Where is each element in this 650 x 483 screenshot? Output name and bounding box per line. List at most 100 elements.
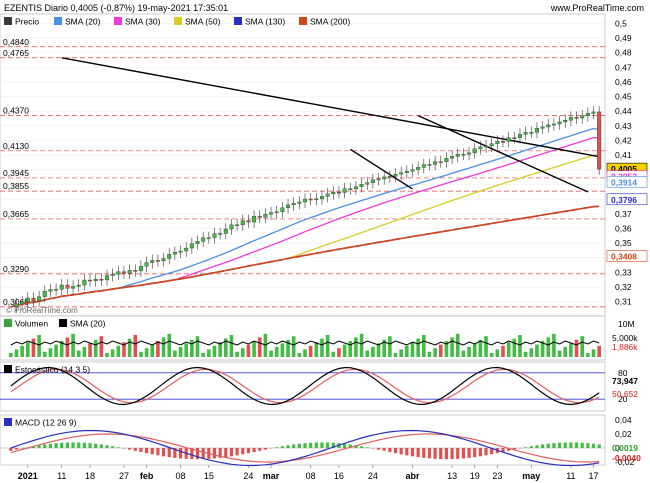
x-tick-label: 16 — [334, 471, 344, 481]
candle-body — [110, 273, 115, 276]
candle-body — [342, 188, 347, 193]
macd-hist-bar — [258, 448, 262, 451]
macd-hist-bar — [591, 443, 596, 448]
volume-bar — [76, 350, 81, 357]
candle-body — [99, 278, 104, 281]
legend-swatch — [234, 17, 242, 25]
price-tick: 0,37 — [615, 209, 632, 219]
candle-body — [184, 247, 189, 252]
legend-swatch — [174, 17, 182, 25]
volume-bar — [252, 341, 256, 357]
macd-hist-bar — [280, 446, 284, 448]
candle-body — [382, 176, 387, 180]
price-legend: Precio SMA (20) SMA (30) SMA (50) SMA (130) S… — [4, 17, 350, 27]
volume-bar — [133, 335, 138, 357]
volume-bar — [393, 353, 398, 357]
legend-swatch — [4, 365, 12, 373]
volume-bar — [574, 339, 579, 357]
level-label: 0,4130 — [3, 141, 29, 151]
candle-body — [546, 124, 551, 128]
x-tick-label: abr — [405, 471, 420, 481]
volume-bar — [478, 339, 483, 357]
candle-body — [269, 212, 274, 215]
macd-hist-bar — [331, 442, 335, 448]
macd-hist-bar — [77, 442, 81, 448]
volume-bar — [342, 344, 347, 357]
macd-hist-bar — [94, 443, 98, 448]
volume-bar — [591, 349, 596, 357]
macd-hist-bar — [190, 448, 194, 460]
volume-bar — [218, 342, 222, 357]
volume-bar — [416, 338, 420, 357]
candle-body — [495, 141, 500, 144]
candle-body — [319, 196, 324, 200]
macd-hist-bar — [365, 447, 369, 448]
candle-body — [461, 153, 466, 156]
level-label: 0,4765 — [3, 48, 29, 58]
price-tick: 0,32 — [615, 282, 632, 292]
macd-hist-bar — [195, 448, 200, 460]
macd-hist-bar — [501, 448, 505, 452]
macd-lines — [0, 429, 605, 467]
volume-bar — [484, 336, 488, 357]
macd-hist-bar — [416, 448, 420, 458]
candle-body — [591, 111, 596, 114]
macd-hist-bar — [512, 448, 516, 450]
volume-bar — [540, 341, 545, 357]
macd-hist-bar — [529, 446, 533, 448]
volume-bar — [257, 337, 262, 357]
volume-bar — [235, 351, 239, 357]
candle-body — [421, 164, 426, 168]
macd-hist-bar — [286, 445, 290, 448]
volume-bar — [246, 344, 251, 357]
candle-body — [370, 179, 375, 183]
candle-body — [325, 193, 330, 197]
candle-body — [393, 173, 398, 177]
macd-panel[interactable]: MACD (12 26 9) — [0, 414, 606, 467]
volume-panel[interactable]: Volumen SMA (20) — [0, 315, 606, 361]
candle-body — [455, 153, 460, 157]
volume-bar — [105, 353, 109, 357]
candle-body — [404, 170, 409, 173]
macd-hist-bar — [292, 444, 296, 448]
site-label: www.ProRealTime.com — [550, 3, 644, 13]
volume-bar — [190, 339, 194, 357]
x-axis: 2021 11 18 27 feb 08 15 24 mar 08 16 24 abr 13 19 23 may… — [18, 465, 599, 481]
macd-hist-bar — [9, 448, 13, 451]
volume-bar — [167, 333, 172, 357]
volume-bar — [422, 335, 426, 357]
candle-body — [506, 137, 511, 142]
candle-body — [291, 203, 296, 206]
macd-hist-bar — [314, 442, 318, 448]
macd-hist-bar — [552, 443, 556, 448]
volume-bar — [31, 338, 36, 357]
candle-body — [127, 270, 132, 274]
candle-body — [512, 137, 517, 139]
stochastic-panel[interactable]: Estocástico (14 3 5) — [0, 361, 606, 412]
volume-bar — [337, 348, 341, 357]
candle-body — [88, 279, 93, 282]
candle-body — [14, 303, 19, 308]
candle-body — [280, 207, 285, 212]
candle-body — [42, 290, 47, 297]
x-tick-label: 27 — [119, 471, 129, 481]
candle-body — [201, 237, 206, 242]
macd-hist-bar — [161, 448, 166, 457]
macd-hist-bar — [235, 448, 239, 456]
macd-hist-bar — [410, 448, 415, 457]
macd-tag: -0,0040 — [612, 453, 641, 463]
volume-bar — [495, 349, 500, 357]
candle-body — [376, 178, 381, 181]
legend-label: MACD (12 26 9) — [15, 418, 77, 428]
candle-body — [348, 188, 353, 190]
volume-bar — [399, 349, 403, 357]
volume-bar — [365, 350, 370, 357]
price-tick: 0,42 — [615, 136, 632, 146]
macd-hist-bar — [320, 442, 324, 448]
candle-body — [161, 258, 166, 262]
candle-body — [501, 141, 506, 143]
x-tick-label: 11 — [566, 471, 575, 481]
candle-body — [212, 233, 217, 238]
candle-body — [252, 215, 257, 223]
